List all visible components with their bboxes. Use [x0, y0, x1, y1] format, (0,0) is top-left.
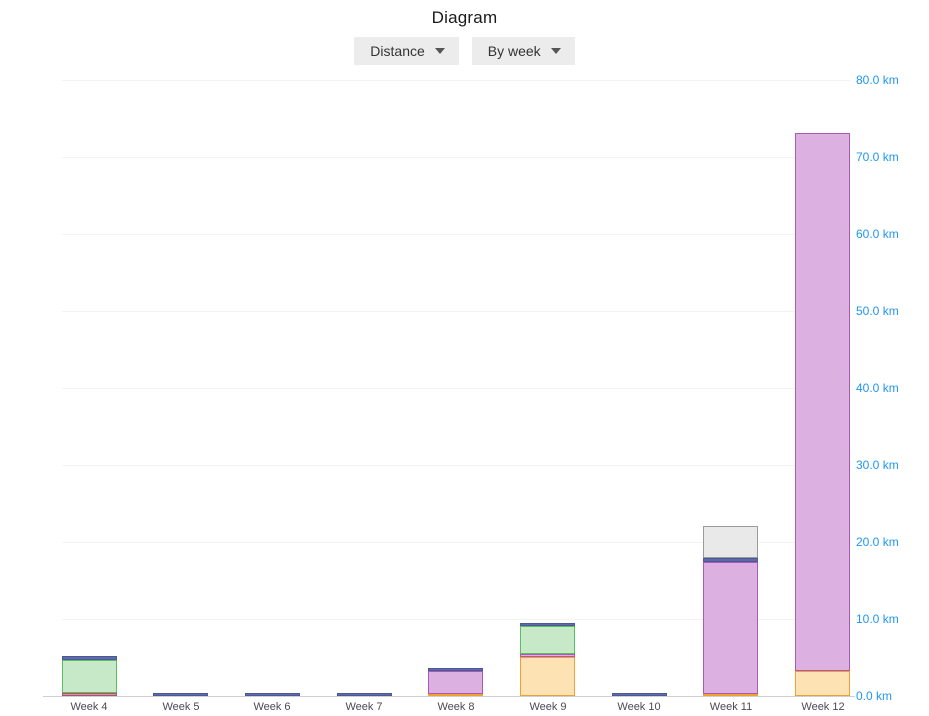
metric-dropdown-label: Distance	[370, 43, 425, 59]
bar-segment-green-week-9[interactable]	[520, 626, 575, 654]
gridline	[62, 311, 851, 312]
y-axis-tick-label: 60.0 km	[856, 227, 899, 241]
metric-dropdown[interactable]: Distance	[354, 37, 459, 65]
bar-segment-blue-week-7[interactable]	[337, 693, 392, 696]
bar-segment-purple-week-11[interactable]	[703, 562, 758, 694]
gridline	[62, 388, 851, 389]
bar-segment-orange-week-9[interactable]	[520, 657, 575, 696]
grouping-dropdown[interactable]: By week	[471, 37, 575, 65]
gridline	[62, 542, 851, 543]
bar-segment-orange-week-12[interactable]	[795, 671, 850, 696]
x-axis-tick-label: Week 4	[70, 701, 108, 713]
y-axis-tick-label: 40.0 km	[856, 381, 899, 395]
x-axis-tick-label: Week 7	[345, 701, 383, 713]
chevron-down-icon	[550, 48, 561, 54]
y-axis-tick-label: 80.0 km	[856, 73, 899, 87]
x-axis-line	[43, 696, 855, 697]
x-axis-tick-label: Week 6	[253, 701, 291, 713]
bar-segment-blue-week-8[interactable]	[428, 668, 483, 671]
y-axis-tick-label: 30.0 km	[856, 458, 899, 472]
gridline	[62, 234, 851, 235]
grouping-dropdown-label: By week	[487, 43, 541, 59]
chart-controls: Distance By week	[0, 37, 929, 65]
bar-segment-orange-week-11[interactable]	[703, 694, 758, 696]
bar-segment-gray-week-11[interactable]	[703, 526, 758, 558]
bar-segment-blue-week-6[interactable]	[245, 693, 300, 696]
y-axis-tick-label: 0.0 km	[856, 689, 893, 703]
bar-segment-purple-week-9[interactable]	[520, 654, 575, 657]
bar-segment-blue-week-5[interactable]	[153, 693, 208, 696]
gridline	[62, 465, 851, 466]
page-title: Diagram	[431, 8, 498, 27]
x-axis-tick-label: Week 12	[801, 701, 845, 713]
y-axis-tick-label: 50.0 km	[856, 304, 899, 318]
y-axis-tick-label: 20.0 km	[856, 535, 899, 549]
bar-segment-blue-week-4[interactable]	[62, 656, 117, 660]
chevron-down-icon	[434, 48, 445, 54]
x-axis-tick-label: Week 11	[709, 701, 753, 713]
gridline	[62, 80, 851, 81]
bar-segment-purple-week-12[interactable]	[795, 133, 850, 671]
bar-segment-blue-week-10[interactable]	[612, 693, 667, 696]
bar-segment-blue-week-9[interactable]	[520, 623, 575, 626]
gridline	[62, 157, 851, 158]
x-axis-tick-label: Week 5	[162, 701, 200, 713]
x-axis-tick-label: Week 8	[437, 701, 475, 713]
bar-segment-orange-week-8[interactable]	[428, 694, 483, 696]
y-axis-tick-label: 70.0 km	[856, 150, 899, 164]
y-axis-tick-label: 10.0 km	[856, 612, 899, 626]
bar-segment-pink-week-4[interactable]	[62, 693, 117, 696]
gridline	[62, 619, 851, 620]
x-axis-tick-label: Week 9	[529, 701, 567, 713]
bar-segment-blue-week-11[interactable]	[703, 558, 758, 562]
x-axis-tick-label: Week 10	[617, 701, 661, 713]
bar-segment-purple-week-8[interactable]	[428, 671, 483, 694]
bar-segment-green-week-4[interactable]	[62, 660, 117, 693]
